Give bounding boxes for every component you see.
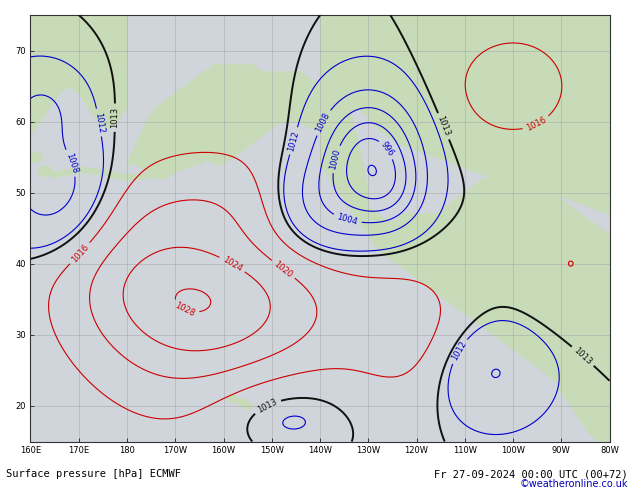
Text: 1000: 1000 (328, 148, 342, 171)
Text: 1013: 1013 (436, 115, 451, 138)
Text: 1012: 1012 (93, 111, 105, 134)
Polygon shape (174, 165, 186, 171)
Text: 1016: 1016 (70, 243, 90, 264)
Polygon shape (165, 169, 176, 174)
Polygon shape (38, 167, 52, 176)
Polygon shape (320, 107, 609, 441)
Text: 1028: 1028 (173, 301, 197, 318)
Text: 1012: 1012 (287, 129, 301, 152)
Text: 1013: 1013 (572, 346, 593, 367)
Polygon shape (68, 169, 80, 174)
Text: ©weatheronline.co.uk: ©weatheronline.co.uk (519, 479, 628, 489)
Polygon shape (30, 15, 127, 136)
Text: 1004: 1004 (336, 213, 359, 227)
Text: 1020: 1020 (273, 259, 294, 279)
Polygon shape (117, 174, 128, 180)
Polygon shape (320, 15, 609, 214)
Polygon shape (238, 399, 248, 406)
Polygon shape (136, 173, 147, 179)
Text: 1012: 1012 (450, 340, 468, 363)
Polygon shape (127, 65, 320, 178)
Polygon shape (59, 170, 70, 175)
Text: Fr 27-09-2024 00:00 UTC (00+72): Fr 27-09-2024 00:00 UTC (00+72) (434, 469, 628, 479)
Polygon shape (126, 174, 138, 180)
Text: 1008: 1008 (314, 111, 332, 134)
Polygon shape (28, 152, 42, 162)
Polygon shape (184, 162, 195, 167)
Polygon shape (194, 158, 205, 164)
Polygon shape (228, 395, 238, 402)
Polygon shape (87, 169, 99, 174)
Text: 1013: 1013 (256, 397, 279, 415)
Text: 1024: 1024 (221, 255, 243, 273)
Text: 996: 996 (378, 140, 395, 159)
Polygon shape (243, 402, 252, 410)
Polygon shape (155, 170, 167, 175)
Polygon shape (107, 172, 119, 178)
Text: 1016: 1016 (525, 115, 548, 133)
Polygon shape (49, 172, 60, 178)
Text: 1013: 1013 (110, 107, 120, 128)
Text: Surface pressure [hPa] ECMWF: Surface pressure [hPa] ECMWF (6, 469, 181, 479)
Polygon shape (146, 172, 157, 178)
Polygon shape (97, 170, 108, 175)
Text: 1008: 1008 (64, 151, 79, 174)
Polygon shape (78, 167, 89, 173)
